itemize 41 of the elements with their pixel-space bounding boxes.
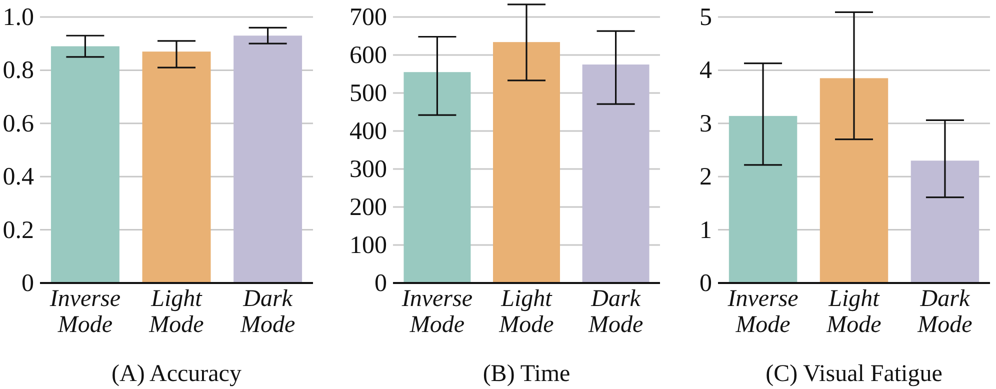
bar bbox=[142, 52, 211, 283]
text: (C) Visual Fatigue bbox=[766, 361, 942, 387]
bar bbox=[820, 78, 888, 283]
x-tick-label: Dark Mode bbox=[239, 286, 296, 338]
y-tick-label: 4 bbox=[700, 57, 712, 84]
x-tick-label: Inverse Mode bbox=[726, 286, 799, 338]
x-tick-label: Light Mode bbox=[498, 286, 554, 338]
bar bbox=[910, 160, 980, 283]
bar bbox=[582, 64, 650, 283]
y-tick-label: 100 bbox=[350, 232, 387, 259]
y-tick-label: 400 bbox=[350, 118, 387, 145]
y-tick-label: 0 bbox=[374, 270, 387, 297]
y-tick-label: 600 bbox=[350, 42, 387, 69]
text: (B) Time bbox=[482, 361, 570, 387]
bar bbox=[234, 36, 302, 283]
x-tick-label: Dark Mode bbox=[587, 286, 644, 338]
bar bbox=[50, 46, 120, 283]
y-tick-label: 2 bbox=[700, 164, 712, 191]
y-tick-label: 0 bbox=[700, 270, 712, 297]
text: (A) Accuracy bbox=[112, 361, 242, 387]
y-tick-label: 500 bbox=[350, 80, 387, 107]
x-tick-label: Inverse Mode bbox=[400, 286, 473, 338]
y-tick-label: 3 bbox=[700, 110, 712, 138]
bar bbox=[404, 72, 471, 283]
y-tick-label: 0.8 bbox=[2, 57, 34, 84]
y-tick-label: 700 bbox=[350, 4, 387, 31]
y-tick-label: 300 bbox=[350, 156, 387, 183]
y-tick-label: 5 bbox=[700, 4, 712, 31]
y-tick-label: 0.2 bbox=[2, 216, 34, 244]
x-tick-label: Light Mode bbox=[148, 286, 204, 338]
y-tick-label: 1.0 bbox=[2, 4, 34, 31]
x-tick-label: Light Mode bbox=[826, 286, 882, 338]
y-tick-label: 0.6 bbox=[2, 110, 34, 138]
y-tick-label: 0.4 bbox=[2, 164, 34, 191]
bar bbox=[493, 42, 560, 283]
y-tick-label: 1 bbox=[700, 216, 712, 244]
y-tick-label: 200 bbox=[350, 194, 387, 221]
bar bbox=[728, 116, 798, 283]
x-tick-label: Dark Mode bbox=[916, 286, 973, 338]
y-tick-label: 0 bbox=[22, 270, 34, 297]
x-tick-label: Inverse Mode bbox=[48, 286, 121, 338]
